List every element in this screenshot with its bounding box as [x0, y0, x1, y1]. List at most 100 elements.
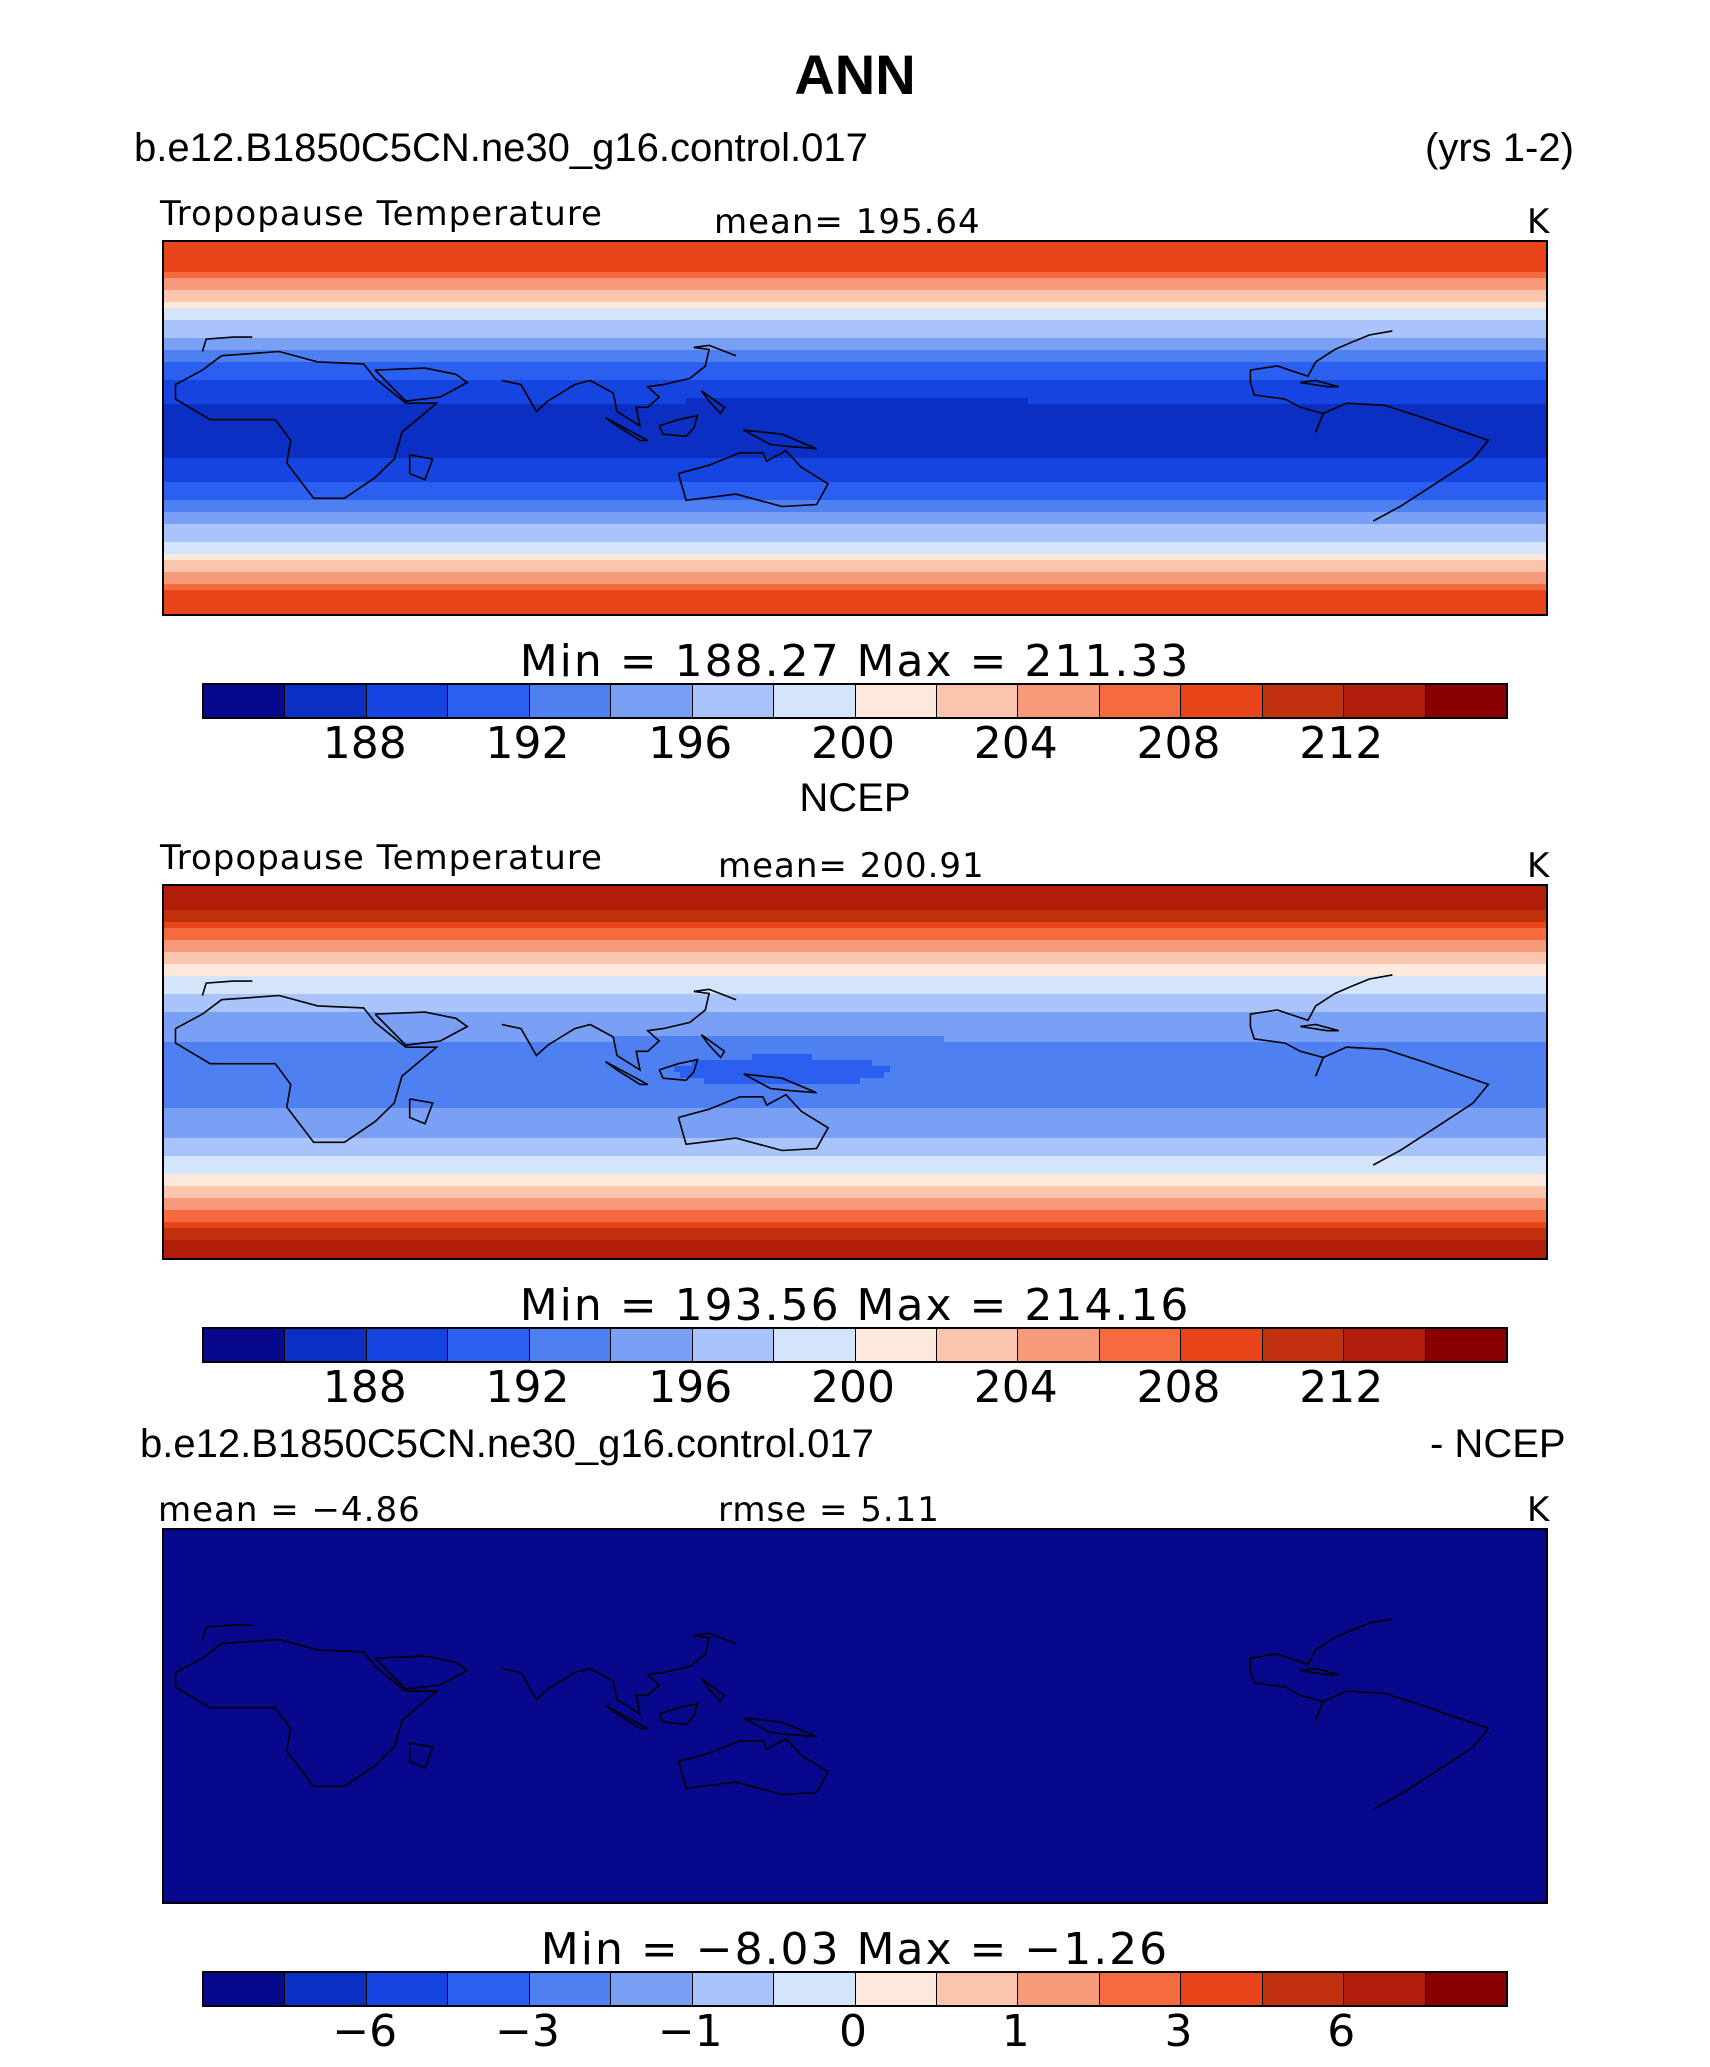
colorbar-swatch: [936, 1973, 1019, 2005]
coastline: [408, 454, 434, 481]
coastline: [589, 344, 737, 428]
coastline: [743, 429, 817, 450]
colorbar-swatch: [285, 685, 367, 717]
coastline: [700, 390, 726, 415]
coastline: [501, 379, 591, 413]
coastline: [658, 414, 699, 438]
coastline: [374, 1011, 469, 1046]
panel2-field-label: Tropopause Temperature: [160, 838, 603, 878]
colorbar-swatch: [366, 1329, 449, 1361]
colorbar-swatch: [1425, 685, 1506, 717]
coastline: [677, 449, 830, 508]
coastline: [201, 1624, 253, 1640]
colorbar-swatch: [448, 1973, 530, 2005]
colorbar-tick-label: 204: [974, 718, 1058, 769]
colorbar-tick-label: 188: [323, 718, 407, 769]
colorbar-swatch: [1344, 1329, 1426, 1361]
colorbar-swatch: [1425, 1973, 1506, 2005]
panel1-map: [162, 240, 1548, 616]
colorbar-swatch: [285, 1329, 367, 1361]
colorbar-swatch: [1018, 1973, 1100, 2005]
coastline: [700, 1034, 726, 1059]
colorbar-swatch: [692, 685, 775, 717]
colorbar-swatch: [366, 685, 449, 717]
panel2-header: NCEP: [0, 776, 1710, 821]
colorbar-swatch: [611, 685, 693, 717]
colorbar-swatch: [1181, 1329, 1263, 1361]
colorbar-swatch: [366, 1973, 449, 2005]
coastline: [174, 350, 439, 500]
colorbar-tick-label: −3: [495, 2006, 560, 2057]
panel3-rmse-label: rmse = 5.11: [718, 1490, 940, 1530]
coastline: [1249, 330, 1393, 433]
coastline: [1314, 1046, 1490, 1166]
panel3-mean-label: mean = −4.86: [158, 1490, 421, 1530]
colorbar-swatch: [204, 685, 286, 717]
panel2-colorbar-ticks: 188 192 196 200 204 208 212: [202, 1362, 1504, 1413]
coastline: [374, 367, 469, 402]
colorbar-tick-label: 188: [323, 1362, 407, 1413]
colorbar-tick-label: 3: [1165, 2006, 1193, 2057]
coastline: [1300, 1667, 1339, 1676]
panel3-minus-ncep-label: - NCEP: [1430, 1422, 1566, 1467]
coastline: [605, 1704, 649, 1730]
colorbar-swatch: [936, 685, 1019, 717]
coastline: [1314, 1690, 1490, 1810]
coastline: [658, 1058, 699, 1082]
coastline: [1249, 1618, 1393, 1721]
coastline: [700, 1678, 726, 1703]
panel1-map-svg: [164, 242, 1546, 614]
panel2-map-svg: [164, 886, 1546, 1258]
colorbar-swatch: [1425, 1329, 1506, 1361]
panel2-minmax: Min = 193.56 Max = 214.16: [0, 1280, 1710, 1331]
colorbar-swatch: [285, 1973, 367, 2005]
colorbar-swatch: [204, 1329, 286, 1361]
colorbar-tick-label: 6: [1327, 2006, 1355, 2057]
colorbar-swatch: [774, 1329, 856, 1361]
colorbar-swatch: [529, 685, 612, 717]
coastline: [1249, 974, 1393, 1077]
panel3-map: [162, 1528, 1548, 1904]
colorbar-swatch: [1018, 1329, 1100, 1361]
colorbar-tick-label: 200: [811, 1362, 895, 1413]
coastline: [408, 1098, 434, 1125]
case-name-label: b.e12.B1850C5CN.ne30_g16.control.017: [134, 126, 868, 171]
coastline: [1300, 1023, 1339, 1032]
panel1-field-label: Tropopause Temperature: [160, 194, 603, 234]
panel1-units-label: K: [1527, 202, 1550, 242]
colorbar-swatch: [1018, 685, 1100, 717]
figure-title: ANN: [0, 42, 1710, 107]
coastline: [408, 1742, 434, 1769]
colorbar-tick-label: 208: [1137, 1362, 1221, 1413]
coastline: [605, 416, 649, 442]
colorbar-tick-label: 1: [1002, 2006, 1030, 2057]
coastline: [743, 1717, 817, 1738]
panel2-mean-label: mean= 200.91: [718, 846, 985, 886]
colorbar-swatch: [204, 1973, 286, 2005]
panel3-case-label: b.e12.B1850C5CN.ne30_g16.control.017: [140, 1422, 874, 1467]
colorbar-tick-label: 192: [486, 718, 570, 769]
colorbar-tick-label: 208: [1137, 718, 1221, 769]
colorbar-swatch: [448, 1329, 530, 1361]
coastline: [174, 994, 439, 1144]
colorbar-swatch: [692, 1329, 775, 1361]
years-label: (yrs 1-2): [1425, 126, 1574, 171]
colorbar-swatch: [611, 1329, 693, 1361]
panel3-units-label: K: [1527, 1490, 1550, 1530]
coastline: [677, 1093, 830, 1152]
coastline: [501, 1023, 591, 1057]
panel3-colorbar: [202, 1971, 1508, 2007]
coastline: [374, 1655, 469, 1690]
panel1-mean-label: mean= 195.64: [714, 202, 981, 242]
colorbar-tick-label: 212: [1299, 1362, 1383, 1413]
colorbar-tick-label: −6: [332, 2006, 397, 2057]
colorbar-swatch: [1262, 1973, 1345, 2005]
colorbar-tick-label: 204: [974, 1362, 1058, 1413]
coastline: [605, 1060, 649, 1086]
coastline: [589, 988, 737, 1072]
colorbar-swatch: [1099, 1973, 1182, 2005]
coastline: [589, 1632, 737, 1716]
colorbar-swatch: [1181, 1973, 1263, 2005]
colorbar-swatch: [1262, 1329, 1345, 1361]
colorbar-swatch: [529, 1973, 612, 2005]
